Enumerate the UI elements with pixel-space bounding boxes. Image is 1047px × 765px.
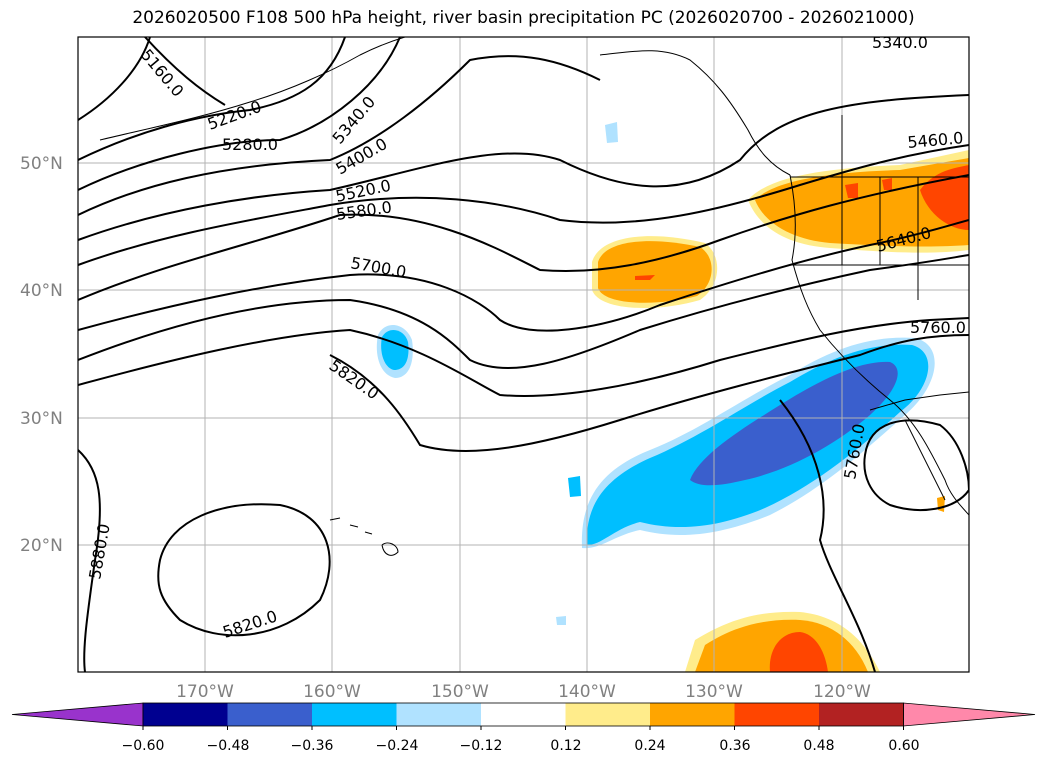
- map-gridlines: [78, 37, 969, 672]
- precip-negative-band-strong: [690, 361, 898, 486]
- colorbar: [11, 702, 1036, 730]
- lat-label-50n: 50°N: [20, 154, 63, 174]
- colorbar-extend-low: [11, 702, 144, 727]
- colorbar-tick-label: −0.36: [291, 738, 334, 754]
- precip-negative-blob-142w-south: [556, 616, 566, 625]
- colorbar-tick-labels: −0.60 −0.48 −0.36 −0.24 −0.12 0.12 0.24 …: [122, 738, 920, 754]
- contour-label: 5220.0: [205, 97, 264, 134]
- contour-5640: [78, 219, 969, 332]
- latitude-labels: 50°N 40°N 30°N 20°N: [20, 154, 63, 556]
- colorbar-segment: [227, 703, 313, 726]
- precip-positive-nw-spot: [845, 183, 858, 198]
- colorbar-extend-high: [903, 702, 1036, 727]
- colorbar-tick-label: 0.48: [803, 738, 834, 754]
- baja-coast: [904, 419, 946, 501]
- colorbar-tick-label: −0.24: [376, 738, 419, 754]
- colorbar-tick-label: 0.36: [719, 738, 750, 754]
- state-lines: [790, 115, 969, 300]
- lon-label-140w: 140°W: [558, 682, 616, 702]
- colorbar-tick-label: −0.48: [207, 738, 250, 754]
- lat-label-20n: 20°N: [20, 536, 63, 556]
- colorbar-segment: [396, 703, 482, 726]
- map-title: 2026020500 F108 500 hPa height, river ba…: [132, 8, 915, 28]
- colorbar-tick-label: 0.12: [550, 738, 581, 754]
- hawaii-islands: [329, 517, 399, 556]
- contour-label: 5700.0: [349, 253, 407, 281]
- colorbar-tick-label: −0.60: [122, 738, 165, 754]
- colorbar-frame: [142, 702, 904, 727]
- contour-label: 5880.0: [85, 522, 113, 580]
- precip-negative-blob-138w: [605, 122, 618, 143]
- contour-labels: 5160.0 5220.0 5280.0 5340.0 5400.0 5520.…: [85, 33, 966, 642]
- contour-label: 5760.0: [910, 318, 966, 337]
- colorbar-tick-label: 0.24: [634, 738, 665, 754]
- colorbar-segment: [565, 703, 651, 726]
- contour-5220: [78, 37, 151, 121]
- precip-positive-nw-spot2: [882, 178, 892, 190]
- contour-5760-low: [779, 399, 876, 672]
- contour-5400: [78, 55, 601, 216]
- contour-5280: [78, 37, 346, 161]
- lat-label-40n: 40°N: [20, 281, 63, 301]
- north-america-west-coast: [789, 174, 969, 516]
- precip-negative-blob-142w: [568, 476, 581, 497]
- longitude-labels: 170°W 160°W 150°W 140°W 130°W 120°W: [176, 682, 871, 702]
- precip-positive-south-strong: [769, 632, 828, 672]
- contour-5160: [144, 37, 226, 106]
- colorbar-segment: [312, 703, 397, 726]
- height-contours: [78, 37, 969, 672]
- mexico-border: [869, 391, 969, 411]
- colorbar-segment: [819, 703, 904, 726]
- contour-5880: [78, 449, 101, 672]
- contour-5700: [78, 254, 969, 370]
- lon-label-160w: 160°W: [303, 682, 361, 702]
- precip-positive-pacific-spot: [635, 275, 655, 280]
- colorbar-segment: [481, 703, 566, 726]
- contour-label: 5460.0: [907, 128, 964, 152]
- contour-5820-ridge: [329, 334, 969, 452]
- contour-5520: [78, 144, 969, 266]
- contour-label: 5280.0: [222, 135, 278, 154]
- lon-label-120w: 120°W: [813, 682, 871, 702]
- precip-positive-nw: [755, 158, 969, 247]
- coastlines: [99, 37, 969, 556]
- contour-5760: [78, 317, 969, 397]
- alaska-coast: [99, 37, 406, 141]
- lon-label-170w: 170°W: [176, 682, 234, 702]
- alaska-panhandle: [599, 50, 791, 176]
- contour-label: 5820.0: [220, 606, 279, 641]
- contour-5340: [78, 37, 401, 191]
- colorbar-tick-label: −0.12: [460, 738, 503, 754]
- colorbar-segment: [143, 703, 228, 726]
- colorbar-tick-label: 0.60: [888, 738, 919, 754]
- contour-5580: [78, 174, 969, 301]
- map-frame: [77, 36, 970, 673]
- lat-label-30n: 30°N: [20, 409, 63, 429]
- contour-label: 5340.0: [872, 33, 928, 52]
- contour-label: 5820.0: [326, 356, 383, 404]
- colorbar-segment: [650, 703, 735, 726]
- colorbar-segment: [734, 703, 820, 726]
- contour-5820: [157, 503, 331, 637]
- precip-positive-pacific: [598, 241, 712, 303]
- contour-5460: [78, 94, 969, 241]
- lon-label-150w: 150°W: [431, 682, 489, 702]
- lon-label-130w: 130°W: [685, 682, 743, 702]
